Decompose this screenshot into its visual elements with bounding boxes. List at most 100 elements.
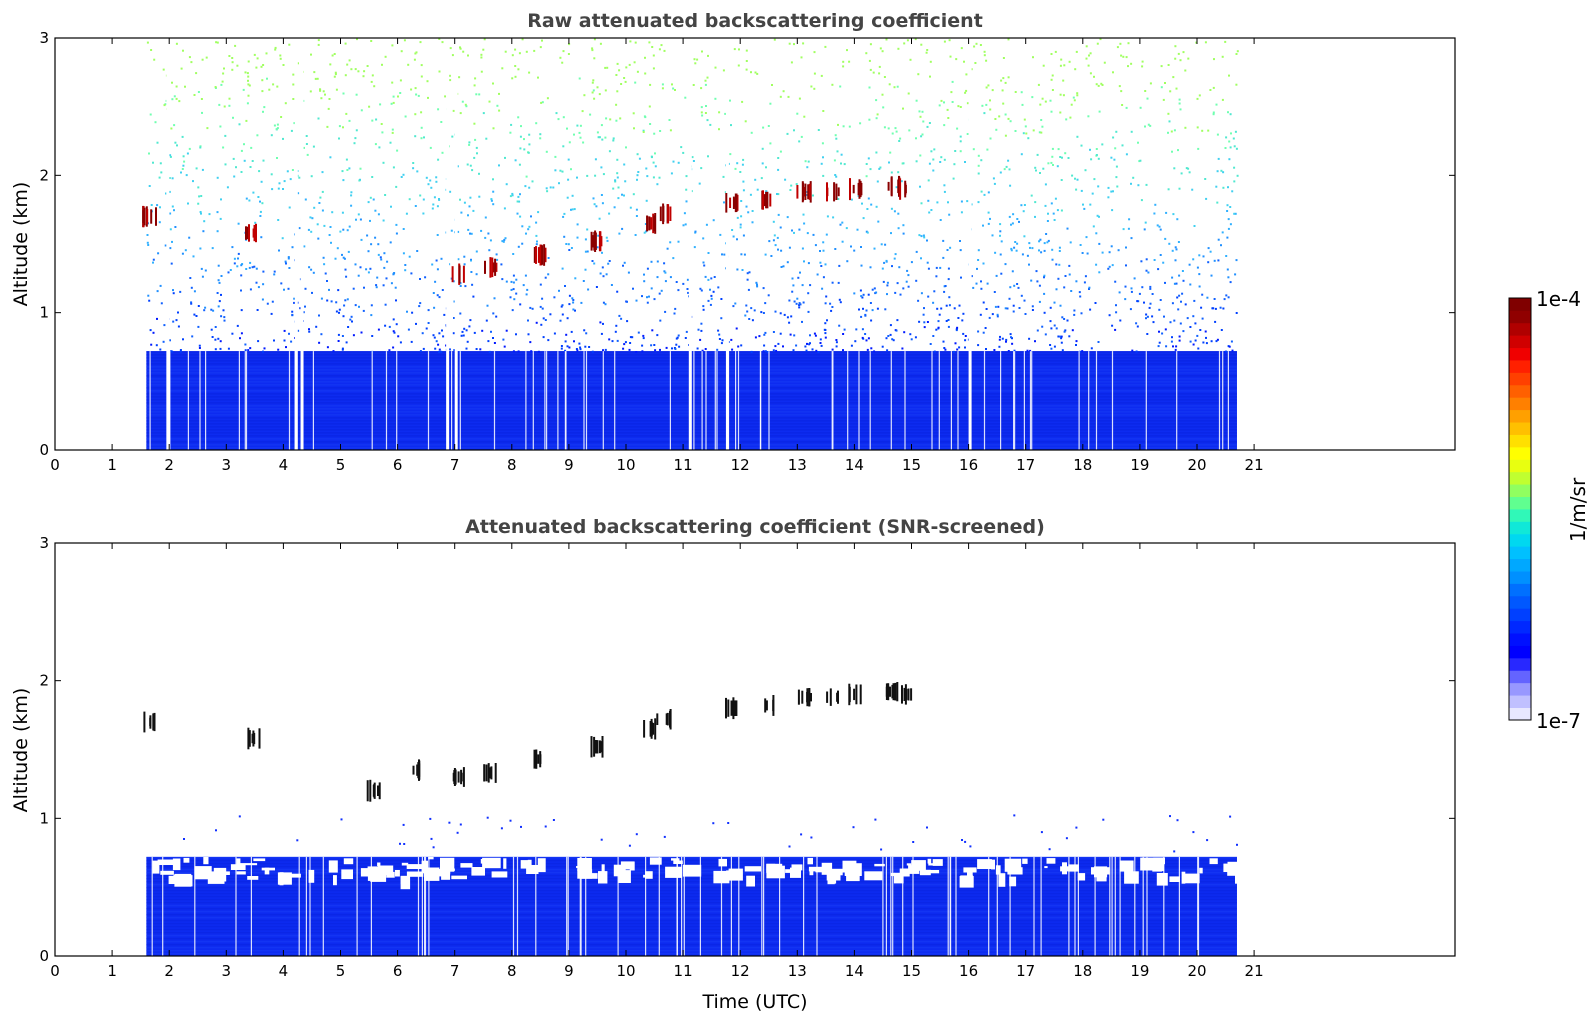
noise-pixel	[235, 166, 237, 169]
noise-pixel	[271, 188, 274, 191]
noise-pixel	[450, 229, 453, 232]
noise-pixel	[843, 163, 846, 166]
noise-pixel	[926, 261, 929, 264]
noise-pixel	[802, 301, 805, 304]
noise-pixel	[1041, 97, 1044, 100]
noise-pixel	[1130, 182, 1132, 185]
cloud-feature	[896, 682, 899, 702]
noise-pixel	[566, 345, 569, 348]
noise-pixel	[910, 261, 913, 264]
noise-pixel	[1143, 301, 1145, 304]
y-tick-label: 0	[39, 441, 49, 459]
noise-pixel	[1152, 321, 1155, 324]
x-tick-label: 10	[616, 456, 635, 474]
colorbar-step	[1509, 484, 1531, 497]
noise-pixel	[1006, 307, 1009, 310]
cloud-feature	[904, 684, 907, 705]
noise-pixel	[750, 131, 753, 134]
noise-pixel	[1122, 228, 1125, 231]
noise-pixel	[190, 286, 193, 289]
noise-pixel	[259, 210, 262, 213]
noise-pixel	[463, 255, 466, 258]
noise-pixel	[261, 90, 264, 93]
cloud-feature	[452, 772, 455, 782]
screened-gap	[194, 866, 212, 880]
noise-pixel	[355, 129, 358, 132]
noise-pixel	[772, 239, 775, 242]
screened-gap	[1169, 876, 1180, 882]
noise-pixel	[343, 257, 346, 260]
noise-pixel	[273, 270, 276, 273]
noise-pixel	[644, 72, 647, 75]
band-gap-line	[957, 351, 959, 450]
noise-pixel	[1235, 147, 1238, 150]
noise-pixel	[824, 302, 827, 305]
noise-pixel	[1059, 335, 1062, 338]
noise-pixel	[427, 322, 430, 324]
noise-pixel	[519, 215, 522, 218]
noise-pixel	[762, 350, 765, 353]
noise-pixel	[623, 343, 626, 346]
noise-pixel	[1098, 110, 1101, 113]
noise-pixel	[468, 325, 471, 328]
noise-pixel	[292, 73, 295, 76]
noise-pixel	[985, 348, 987, 350]
noise-pixel	[703, 264, 706, 267]
noise-pixel	[591, 91, 594, 94]
noise-pixel	[798, 97, 801, 100]
noise-pixel	[964, 91, 967, 94]
screened-gap	[728, 868, 743, 881]
noise-pixel	[1217, 157, 1220, 160]
noise-pixel	[219, 217, 222, 220]
noise-pixel	[1068, 335, 1071, 338]
noise-pixel	[864, 313, 867, 316]
noise-pixel	[817, 351, 820, 353]
noise-pixel	[559, 319, 562, 322]
noise-pixel	[1117, 249, 1120, 252]
noise-pixel	[633, 61, 636, 64]
noise-pixel	[1088, 288, 1090, 290]
noise-pixel	[1049, 320, 1052, 323]
noise-pixel	[850, 245, 852, 248]
noise-pixel	[1044, 183, 1047, 186]
noise-pixel	[1225, 294, 1228, 297]
noise-pixel	[869, 68, 872, 71]
noise-pixel	[1082, 203, 1084, 206]
cloud-feature	[412, 765, 415, 775]
noise-pixel	[1132, 176, 1135, 179]
noise-pixel	[185, 174, 188, 177]
noise-pixel	[878, 72, 881, 75]
noise-pixel	[939, 266, 942, 269]
noise-pixel	[544, 276, 547, 279]
noise-pixel	[1058, 250, 1061, 252]
noise-pixel	[231, 332, 234, 335]
noise-pixel	[425, 327, 428, 330]
noise-pixel	[987, 191, 990, 194]
noise-pixel	[276, 157, 278, 159]
noise-pixel	[1014, 130, 1017, 132]
noise-pixel	[233, 262, 236, 265]
noise-pixel	[594, 174, 597, 177]
cloud-feature	[535, 246, 537, 264]
band-gap-line	[617, 856, 619, 956]
noise-pixel	[958, 346, 961, 349]
noise-pixel	[783, 313, 786, 316]
noise-pixel	[650, 287, 653, 290]
noise-pixel	[205, 56, 208, 59]
noise-pixel	[1095, 83, 1098, 86]
noise-pixel	[1073, 309, 1076, 312]
noise-pixel	[404, 115, 407, 118]
screened-gap	[264, 867, 270, 875]
noise-pixel	[195, 167, 198, 170]
noise-pixel	[253, 53, 256, 56]
noise-pixel	[262, 350, 264, 353]
screened-gap	[959, 876, 974, 888]
noise-pixel	[381, 131, 384, 134]
noise-pixel	[1114, 280, 1117, 283]
noise-pixel	[1096, 214, 1099, 217]
noise-pixel	[988, 316, 991, 319]
noise-pixel	[809, 334, 811, 337]
noise-pixel	[512, 274, 515, 277]
noise-pixel	[610, 284, 613, 286]
noise-pixel	[262, 110, 264, 113]
